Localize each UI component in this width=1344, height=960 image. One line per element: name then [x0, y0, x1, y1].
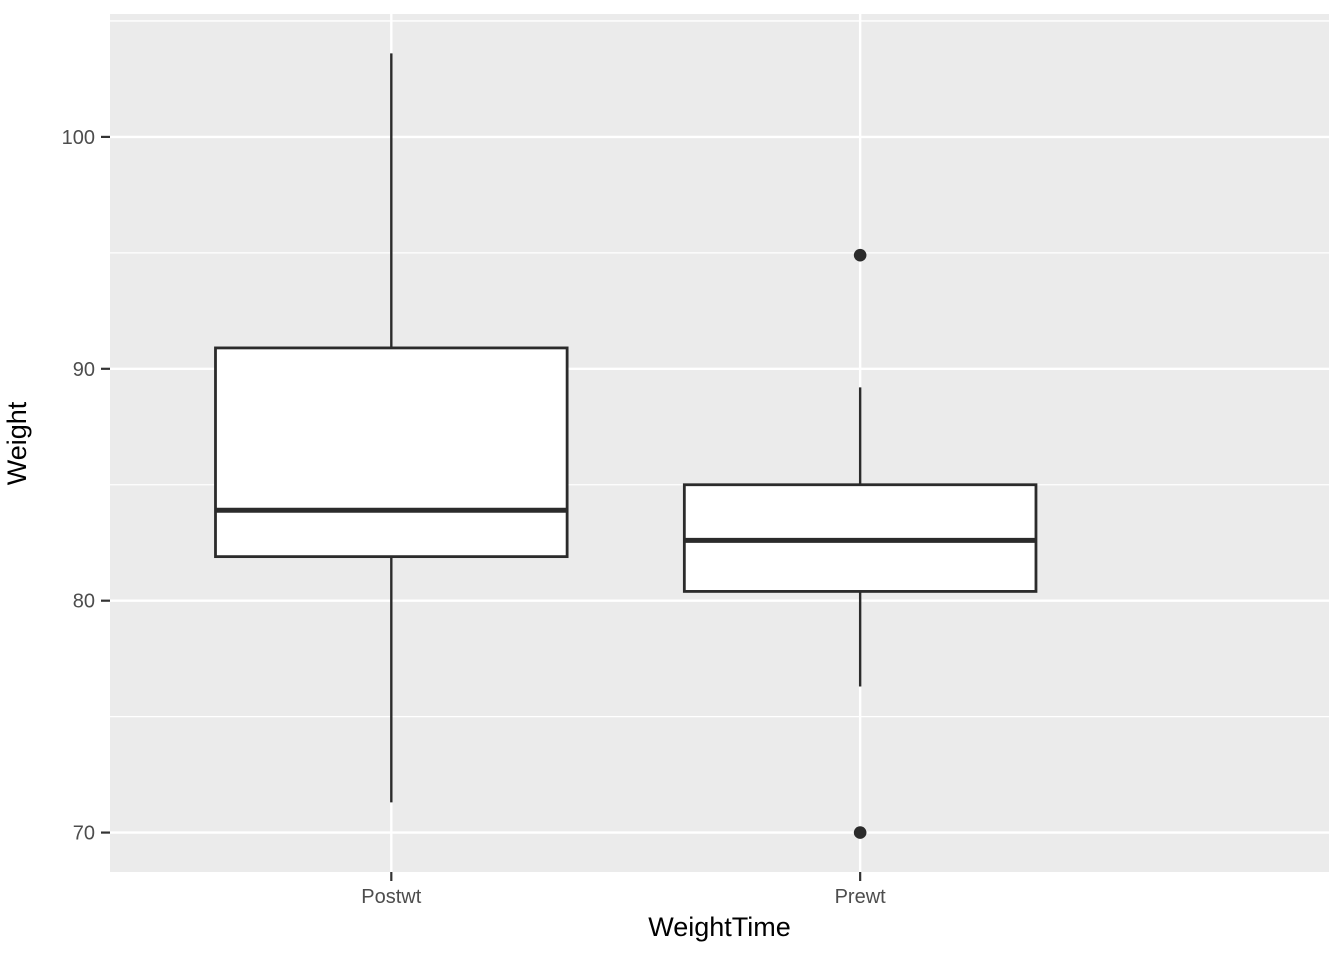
outlier-point — [853, 826, 867, 839]
y-tick-label: 70 — [73, 823, 95, 845]
y-axis-title: Weight — [2, 401, 32, 485]
x-tick-label: Prewt — [835, 886, 887, 908]
x-tick-label: Postwt — [361, 886, 421, 908]
y-tick-label: 100 — [62, 127, 95, 149]
outlier-point — [853, 248, 867, 262]
box-postwt — [214, 346, 569, 559]
y-tick-label: 90 — [73, 359, 95, 381]
x-axis-title: WeightTime — [648, 912, 791, 942]
y-tick-label: 80 — [73, 591, 95, 613]
chart-layer: 70 80 90 100 Postwt Prewt — [62, 14, 1329, 908]
